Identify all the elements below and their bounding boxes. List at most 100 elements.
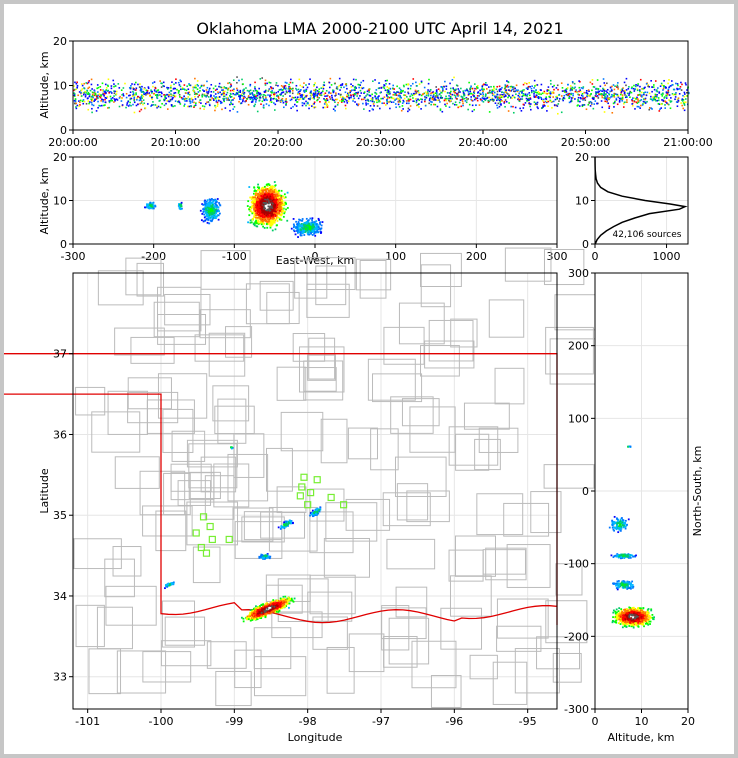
- time-source: [639, 85, 641, 88]
- time-source: [430, 97, 433, 99]
- time-source: [552, 91, 555, 93]
- time-source: [386, 97, 389, 100]
- time-source: [654, 93, 657, 96]
- time-source: [505, 100, 508, 103]
- time-source: [121, 104, 124, 106]
- time-source: [218, 85, 220, 88]
- time-source: [230, 95, 233, 98]
- time-source: [515, 89, 518, 91]
- time-source: [353, 97, 356, 100]
- time-source: [178, 101, 181, 104]
- ew-source: [299, 225, 302, 228]
- time-source: [438, 99, 440, 101]
- ew-source: [205, 215, 208, 217]
- ew-source: [281, 209, 284, 212]
- time-source: [682, 98, 685, 101]
- time-source: [86, 90, 89, 92]
- time-source: [399, 91, 402, 93]
- time-source: [600, 93, 602, 95]
- time-source: [367, 102, 369, 105]
- time-source: [462, 97, 464, 100]
- time-source: [492, 89, 495, 91]
- time-source: [120, 89, 123, 92]
- time-source: [486, 97, 488, 99]
- time-source: [144, 92, 147, 95]
- time-source: [496, 93, 499, 96]
- time-source: [548, 95, 550, 98]
- time-source: [582, 86, 585, 88]
- time-source: [533, 79, 536, 82]
- time-source: [522, 83, 525, 86]
- time-source: [108, 101, 111, 104]
- time-source: [170, 104, 173, 106]
- time-source: [186, 105, 189, 108]
- time-source: [141, 94, 143, 97]
- time-source: [613, 96, 616, 98]
- ew-source: [273, 219, 276, 221]
- ew-source: [271, 209, 274, 212]
- time-source: [91, 93, 94, 96]
- ew-source: [301, 228, 304, 231]
- ew-source: [316, 223, 319, 226]
- ew-source: [251, 205, 254, 208]
- time-source: [605, 93, 607, 95]
- time-source: [213, 98, 216, 101]
- time-source: [420, 94, 423, 97]
- time-source: [146, 92, 148, 94]
- time-source: [406, 102, 408, 105]
- time-source: [561, 90, 564, 92]
- time-source: [514, 87, 516, 90]
- time-source: [212, 98, 215, 100]
- time-source: [605, 98, 608, 101]
- time-source: [389, 100, 392, 103]
- time-source: [264, 79, 267, 82]
- ew-source: [273, 196, 276, 199]
- time-source: [343, 97, 346, 100]
- time-source: [197, 96, 199, 98]
- time-source: [504, 87, 506, 90]
- time-source: [130, 104, 132, 107]
- time-source: [512, 111, 515, 114]
- time-source: [628, 92, 631, 95]
- time-source: [378, 100, 380, 103]
- ew-source: [299, 234, 302, 237]
- time-source: [465, 101, 468, 104]
- time-source: [633, 90, 636, 92]
- time-source: [578, 90, 580, 93]
- time-source: [395, 92, 397, 94]
- time-source: [415, 101, 418, 104]
- time-source: [631, 104, 634, 107]
- time-source: [444, 98, 447, 101]
- time-source: [577, 93, 579, 96]
- time-source: [432, 95, 435, 97]
- time-source: [684, 101, 687, 104]
- ew-source: [274, 196, 277, 199]
- ew-source: [214, 205, 216, 208]
- time-source: [440, 95, 442, 97]
- time-source: [332, 90, 335, 93]
- ew-source: [276, 192, 279, 195]
- ew-source: [296, 231, 299, 234]
- time-source: [358, 83, 361, 86]
- time-source: [583, 104, 586, 106]
- time-source: [563, 94, 566, 97]
- time-source: [499, 94, 501, 96]
- time-source: [625, 89, 628, 91]
- time-source: [342, 97, 344, 99]
- ew-source: [266, 220, 269, 223]
- time-source: [619, 93, 622, 96]
- time-source: [342, 98, 345, 100]
- ew-source: [254, 206, 257, 209]
- time-source: [113, 101, 115, 103]
- ew-source: [277, 205, 279, 208]
- time-source: [611, 94, 613, 96]
- ew-source: [219, 204, 222, 207]
- time-source: [126, 102, 129, 104]
- time-source: [273, 91, 275, 94]
- time-source: [560, 95, 563, 97]
- time-source: [113, 85, 115, 88]
- time-source: [297, 96, 299, 99]
- time-source: [160, 95, 163, 98]
- ew-source: [214, 198, 217, 201]
- ew-source: [249, 219, 252, 222]
